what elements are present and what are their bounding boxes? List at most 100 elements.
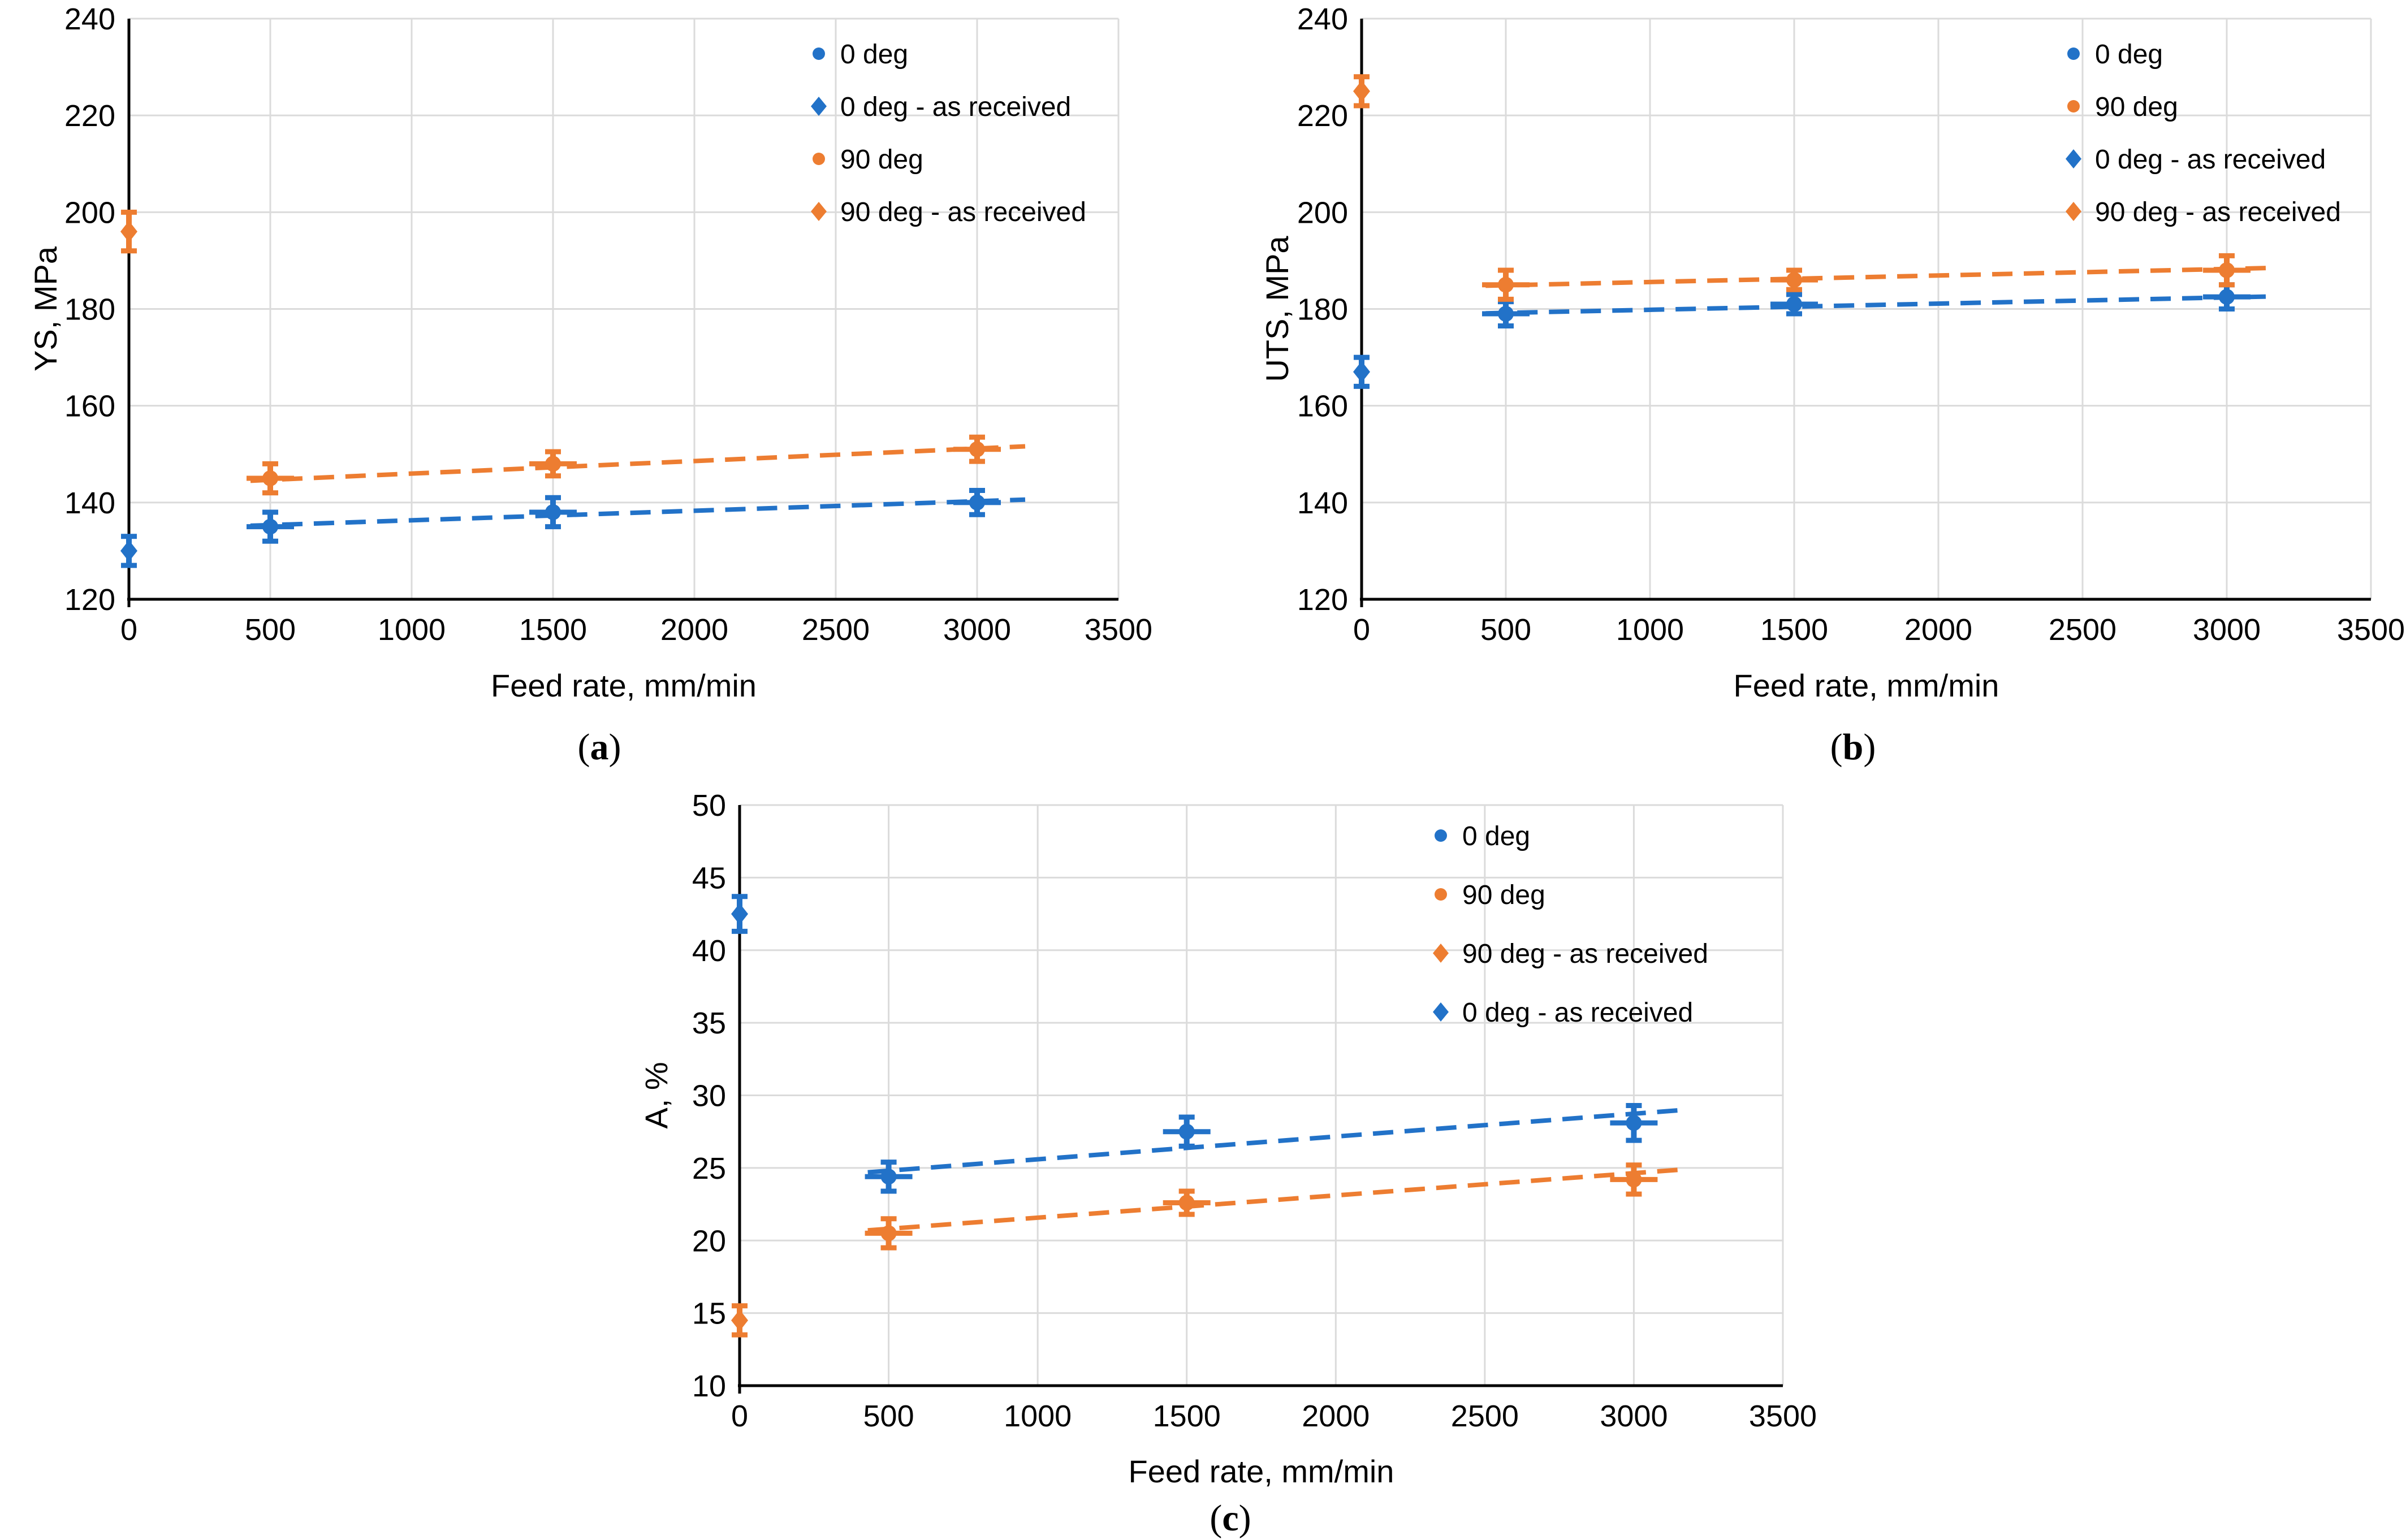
chart-b-0-deg-x1500-marker [1786, 296, 1802, 312]
chart-a-0-deg-x1500-marker [545, 504, 561, 520]
chart-c-0-deg-x1500-marker [1178, 1123, 1195, 1140]
caption-a-close: ) [608, 726, 621, 768]
chart-b-legend-0-deg---as-received-marker [2066, 149, 2081, 168]
chart-b-x-tick-label-0: 0 [1353, 613, 1370, 647]
chart-c-y-axis-title: A, % [638, 1062, 674, 1128]
chart-c-y-tick-label-30: 30 [692, 1079, 726, 1113]
chart-b-x-tick-label-3000: 3000 [2193, 613, 2261, 647]
chart-b-x-tick-label-2500: 2500 [2049, 613, 2116, 647]
chart-a-trendline-90-deg [250, 444, 1026, 483]
chart-a-y-tick-label-200: 200 [64, 196, 115, 230]
chart-b-y-tick-label-160: 160 [1297, 390, 1348, 423]
chart-a-legend-90-deg-label: 90 deg [840, 145, 923, 175]
chart-b-y-tick-label-240: 240 [1297, 2, 1348, 36]
chart-b-0-deg-x3000-marker [2219, 289, 2235, 305]
chart-b-y-axis-title: UTS, MPa [1259, 236, 1295, 382]
chart-a-y-tick-label-120: 120 [64, 583, 115, 617]
chart-b-90-deg-x3000-marker [2219, 262, 2235, 279]
caption-c-letter: c [1222, 1498, 1239, 1539]
chart-b-trendline-0-deg [1485, 294, 2276, 316]
chart-a-legend-90-deg---as-received-label: 90 deg - as received [840, 197, 1086, 227]
chart-a-legend-90-deg-marker [813, 153, 825, 165]
chart-b-x-tick-label-3500: 3500 [2337, 613, 2405, 647]
chart-c-legend-0-deg-label: 0 deg [1462, 821, 1530, 851]
chart-b-legend-90-deg---as-received-marker [2066, 202, 2081, 221]
chart-b-90-deg---as-received-x0-marker [1353, 80, 1370, 102]
caption-a-letter: a [590, 726, 609, 768]
chart-a-90-deg-x500-marker [262, 470, 278, 487]
chart-c-y-tick-label-50: 50 [692, 789, 726, 823]
chart-c-y-tick-label-20: 20 [692, 1224, 726, 1258]
chart-b-y-tick-label-200: 200 [1297, 196, 1348, 230]
chart-a-x-tick-label-3000: 3000 [943, 613, 1011, 647]
chart-a-x-tick-label-0: 0 [120, 613, 137, 647]
caption-c-close: ) [1238, 1498, 1251, 1539]
chart-c-90-deg-x1500-marker [1178, 1195, 1195, 1211]
chart-a-0-deg-x3000-marker [969, 494, 985, 511]
chart-c-x-tick-label-1000: 1000 [1004, 1399, 1072, 1433]
caption-b-close: ) [1863, 726, 1876, 768]
chart-c-x-tick-label-2000: 2000 [1302, 1399, 1370, 1433]
chart-a-x-axis-title: Feed rate, mm/min [491, 668, 757, 703]
chart-c-trendline-0-deg [867, 1108, 1685, 1175]
chart-c-x-tick-label-2500: 2500 [1451, 1399, 1519, 1433]
chart-b-legend-90-deg---as-received-label: 90 deg - as received [2095, 197, 2341, 227]
chart-b-legend-0-deg---as-received-label: 0 deg - as received [2095, 145, 2326, 175]
chart-a-90-deg-x3000-marker [969, 441, 985, 457]
chart-b-y-tick-label-140: 140 [1297, 486, 1348, 520]
chart-c-trendline-90-deg [867, 1167, 1685, 1233]
chart-c-90-deg---as-received-x0-marker [731, 1309, 748, 1331]
chart-a-x-tick-label-1500: 1500 [519, 613, 587, 647]
chart-c-legend-90-deg-label: 90 deg [1462, 880, 1545, 910]
chart-c-0-deg---as-received-x0-marker [731, 903, 748, 925]
caption-b-open: ( [1830, 726, 1843, 768]
chart-c-legend-90-deg-marker [1435, 888, 1447, 901]
caption-c: (c) [1210, 1497, 1251, 1540]
chart-b-x-tick-label-2000: 2000 [1904, 613, 1972, 647]
chart-c-legend-90-deg---as-received-label: 90 deg - as received [1462, 939, 1708, 969]
chart-c-y-tick-label-40: 40 [692, 934, 726, 968]
chart-c-y-tick-label-35: 35 [692, 1006, 726, 1040]
chart-a-legend-0-deg---as-received-marker [811, 97, 827, 116]
chart-b-legend-0-deg-label: 0 deg [2095, 40, 2163, 70]
chart-b-y-tick-label-120: 120 [1297, 583, 1348, 617]
chart-c-90-deg-x3000-marker [1626, 1171, 1642, 1188]
chart-c-x-tick-label-3000: 3000 [1600, 1399, 1668, 1433]
chart-b-x-tick-label-1000: 1000 [1616, 613, 1684, 647]
chart-a-x-tick-label-2000: 2000 [660, 613, 728, 647]
chart-c-legend-0-deg---as-received-label: 0 deg - as received [1462, 998, 1693, 1028]
chart-b-trendline-90-deg [1485, 265, 2276, 288]
chart-b-x-tick-label-1500: 1500 [1760, 613, 1828, 647]
chart-c-x-tick-label-1500: 1500 [1153, 1399, 1221, 1433]
chart-c-legend-0-deg-marker [1435, 829, 1447, 842]
chart-c-y-tick-label-15: 15 [692, 1297, 726, 1331]
chart-b-0-deg-x500-marker [1498, 306, 1514, 322]
chart-a-legend-0-deg-marker [813, 47, 825, 60]
caption-b: (b) [1830, 726, 1876, 769]
chart-b-0-deg---as-received-x0-marker [1353, 361, 1370, 383]
chart-b-y-tick-label-220: 220 [1297, 99, 1348, 133]
chart-b-90-deg-x500-marker [1498, 276, 1514, 293]
chart-c-x-tick-label-500: 500 [863, 1399, 914, 1433]
chart-a-y-tick-label-160: 160 [64, 390, 115, 423]
caption-b-letter: b [1842, 726, 1864, 768]
chart-a-x-tick-label-1000: 1000 [378, 613, 446, 647]
chart-c-legend-90-deg---as-received-marker [1433, 944, 1449, 963]
chart-a-x-tick-label-500: 500 [245, 613, 296, 647]
chart-c-y-tick-label-45: 45 [692, 861, 726, 895]
chart-b-x-axis-title: Feed rate, mm/min [1734, 668, 1999, 703]
chart-c-90-deg-x500-marker [880, 1225, 897, 1241]
chart-a-y-axis-title: YS, MPa [28, 246, 63, 371]
chart-a-y-tick-label-140: 140 [64, 486, 115, 520]
chart-c-legend-0-deg---as-received-marker [1433, 1002, 1449, 1022]
chart-b-y-tick-label-180: 180 [1297, 293, 1348, 327]
chart-a-0-deg-x500-marker [262, 518, 278, 535]
chart-a-x-tick-label-3500: 3500 [1085, 613, 1152, 647]
chart-c-0-deg-x500-marker [880, 1169, 897, 1185]
chart-a-y-tick-label-240: 240 [64, 2, 115, 36]
chart-a-y-tick-label-180: 180 [64, 293, 115, 327]
chart-b-ultimate-tensile-strength: 120 140 160 180 200 220 240 0 500 1000 1500 2000 250… [1259, 2, 2405, 703]
chart-b-90-deg-x1500-marker [1786, 272, 1802, 288]
